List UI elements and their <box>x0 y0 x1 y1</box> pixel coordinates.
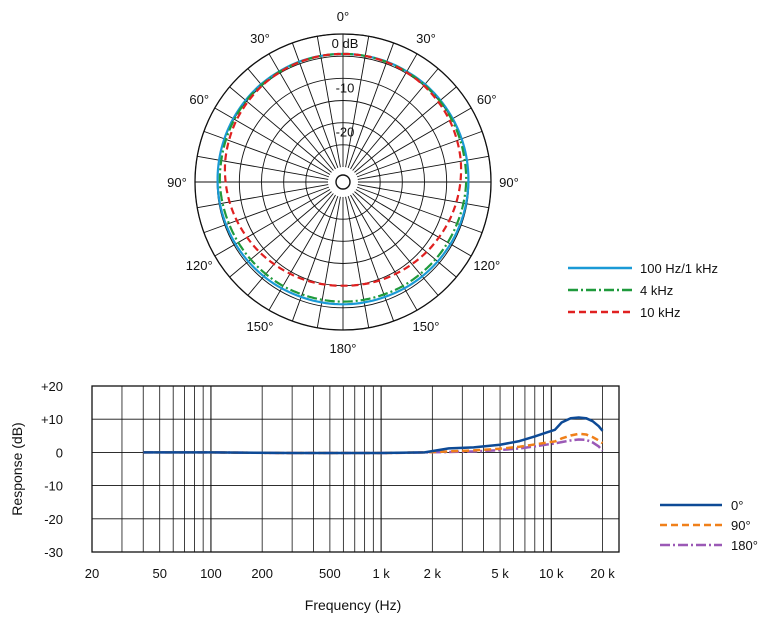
polar-spoke <box>229 86 332 173</box>
polar-angle-label: 150° <box>413 319 440 334</box>
response-plot-frame <box>91 385 620 553</box>
polar-angle-label: 30° <box>250 31 270 46</box>
polar-series-line <box>216 52 470 306</box>
polar-series-line <box>218 52 468 303</box>
polar-angle-label: 150° <box>247 319 274 334</box>
y-tick-label: +10 <box>41 412 63 427</box>
polar-spoke <box>350 194 418 311</box>
polar-ring-label: -10 <box>336 80 355 95</box>
polar-spoke <box>268 53 336 170</box>
response-series-layer <box>143 416 604 455</box>
polar-spoke <box>345 36 370 168</box>
polar-labels: 0° 30° 60° 90° 120° 150° 180° 150° 120° 90° 60° 30°… <box>167 9 519 356</box>
polar-spoke <box>354 191 457 278</box>
polar-spoke <box>203 186 330 234</box>
response-series-line <box>143 416 604 455</box>
polar-spoke <box>268 194 336 311</box>
x-tick-label: 2 k <box>424 566 442 581</box>
y-tick-label: -10 <box>44 479 63 494</box>
polar-angle-label: 120° <box>473 258 500 273</box>
polar-legend-label: 100 Hz/1 kHz <box>640 261 718 276</box>
polar-spoke <box>247 193 334 296</box>
x-tick-label: 50 <box>152 566 166 581</box>
polar-spoke <box>347 195 395 322</box>
y-tick-label: +20 <box>41 379 63 394</box>
polar-spoke <box>214 189 331 257</box>
response-legend-label: 0° <box>731 498 743 513</box>
polar-angle-label: 120° <box>186 258 213 273</box>
polar-angle-label: 30° <box>416 31 436 46</box>
response-tick-labels: 20 50 100 200 500 1 k 2 k 5 k 10 k 20 k +20 +10 0 -10… <box>41 379 615 581</box>
polar-legend-label: 4 kHz <box>640 283 673 298</box>
response-grid <box>91 385 620 553</box>
x-tick-label: 10 k <box>539 566 564 581</box>
y-axis-title: Response (dB) <box>9 422 25 515</box>
response-legend-label: 180° <box>731 538 758 553</box>
polar-spoke <box>291 195 339 322</box>
polar-spoke <box>345 196 370 328</box>
polar-spoke <box>316 36 341 168</box>
response-legend-label: 90° <box>731 518 751 533</box>
response-series-line <box>143 438 604 455</box>
polar-angle-label: 60° <box>477 92 497 107</box>
polar-spoke <box>356 186 483 234</box>
polar-spoke <box>352 193 439 296</box>
y-tick-label: -30 <box>44 545 63 560</box>
x-tick-label: 20 k <box>590 566 615 581</box>
x-tick-label: 5 k <box>491 566 509 581</box>
x-tick-label: 500 <box>319 566 341 581</box>
y-tick-label: 0 <box>56 445 63 460</box>
x-tick-label: 20 <box>85 566 99 581</box>
polar-spoke <box>355 189 472 257</box>
polar-center <box>335 174 351 190</box>
polar-ring-label: 0 dB <box>332 36 359 51</box>
y-tick-label: -20 <box>44 512 63 527</box>
x-tick-label: 100 <box>200 566 222 581</box>
polar-legend: 100 Hz/1 kHz 4 kHz 10 kHz <box>568 261 718 320</box>
polar-angle-label: 0° <box>337 9 349 24</box>
polar-series-line <box>223 52 463 287</box>
polar-ring-label: -20 <box>336 125 355 140</box>
x-tick-label: 200 <box>251 566 273 581</box>
polar-spoke <box>229 191 332 278</box>
polar-legend-label: 10 kHz <box>640 305 680 320</box>
polar-spoke <box>347 42 395 169</box>
polar-angle-label: 180° <box>330 341 357 356</box>
polar-series-layer <box>216 52 470 306</box>
response-legend: 0° 90° 180° <box>660 498 758 553</box>
polar-spoke <box>291 42 339 169</box>
x-tick-label: 1 k <box>372 566 390 581</box>
polar-angle-label: 90° <box>499 175 519 190</box>
x-axis-title: Frequency (Hz) <box>305 597 401 613</box>
polar-angle-label: 90° <box>167 175 187 190</box>
polar-angle-label: 60° <box>189 92 209 107</box>
polar-spoke <box>316 196 341 328</box>
